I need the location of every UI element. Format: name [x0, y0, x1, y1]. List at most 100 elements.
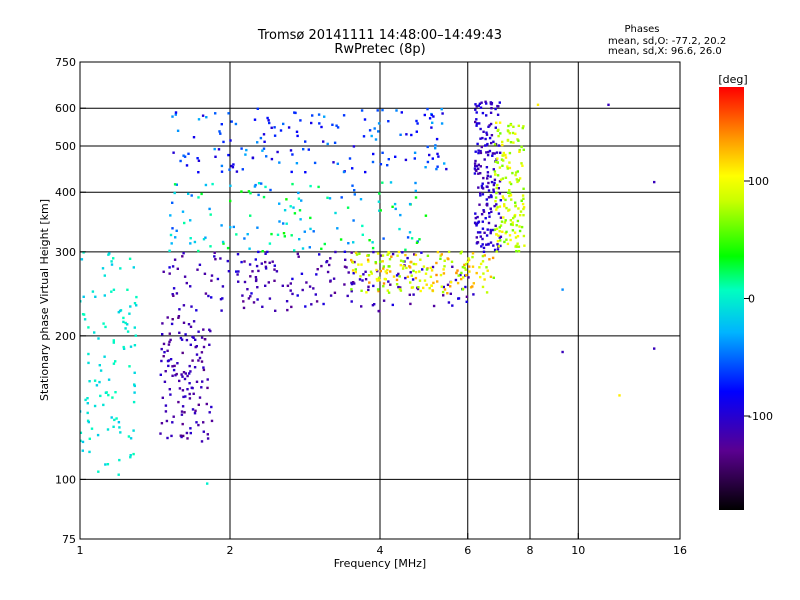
data-point [202, 328, 205, 331]
data-point [485, 133, 489, 136]
data-point [173, 183, 177, 186]
data-point [360, 305, 363, 308]
data-point [426, 254, 430, 257]
data-point [207, 294, 210, 298]
data-point [383, 277, 386, 281]
data-point [396, 254, 399, 257]
data-point [281, 284, 284, 287]
data-point [439, 273, 443, 277]
data-point [416, 240, 419, 243]
data-point [107, 378, 111, 381]
data-point [401, 251, 404, 254]
data-point [82, 251, 85, 254]
data-point [289, 289, 292, 292]
data-point [240, 260, 243, 264]
data-point [467, 257, 470, 260]
data-point [471, 265, 475, 268]
data-point [497, 187, 500, 190]
data-point [447, 301, 451, 304]
data-point [269, 188, 272, 192]
data-point [222, 242, 225, 245]
data-point [232, 225, 235, 229]
data-point [219, 298, 223, 301]
data-point [473, 162, 477, 165]
data-point [479, 194, 482, 197]
data-point [381, 108, 384, 112]
data-point [446, 257, 449, 260]
y-tick-label: 500 [55, 140, 76, 153]
data-point [174, 236, 177, 239]
data-point [520, 199, 523, 202]
data-point [450, 260, 454, 263]
data-point [264, 252, 267, 255]
data-point [440, 285, 443, 288]
data-point [296, 294, 299, 297]
data-point [278, 202, 281, 205]
data-point [479, 262, 483, 266]
data-point [424, 166, 427, 169]
data-point [197, 330, 200, 333]
data-point [490, 210, 493, 213]
data-point [132, 452, 135, 456]
data-point [254, 183, 257, 187]
data-point [455, 271, 458, 275]
data-point [506, 165, 509, 168]
data-point [447, 250, 451, 254]
data-point [497, 134, 500, 138]
data-point [173, 364, 176, 368]
data-point [521, 126, 524, 130]
data-point [382, 282, 386, 285]
data-point [240, 147, 243, 150]
data-point [285, 300, 289, 303]
data-point [501, 177, 505, 180]
data-point [489, 228, 492, 232]
x-tick-label: 4 [377, 544, 384, 557]
data-point [418, 279, 422, 282]
data-point [126, 330, 130, 333]
data-point [476, 231, 480, 234]
data-point [520, 162, 523, 165]
data-point [208, 343, 211, 346]
data-point [382, 285, 385, 288]
data-point [289, 205, 292, 208]
data-point [489, 207, 492, 210]
data-point [494, 107, 497, 111]
data-point [166, 436, 169, 440]
data-point [498, 236, 501, 239]
data-point [475, 164, 479, 168]
data-point [99, 369, 103, 372]
data-point [420, 251, 423, 254]
data-point [520, 145, 523, 149]
data-point [289, 282, 292, 285]
data-point [405, 133, 408, 136]
data-point [290, 170, 293, 174]
data-point [516, 235, 520, 238]
data-point [481, 193, 485, 196]
data-point [368, 281, 371, 284]
data-point [168, 249, 171, 252]
data-point [177, 400, 180, 404]
data-point [261, 305, 264, 308]
data-point [189, 242, 192, 245]
data-point [192, 336, 195, 339]
data-point [482, 176, 485, 180]
data-point [409, 281, 412, 284]
data-point [446, 292, 449, 295]
data-point [484, 144, 487, 147]
data-point [432, 304, 436, 308]
data-point [504, 153, 507, 157]
data-point [395, 278, 399, 282]
grid [80, 62, 680, 539]
data-point [182, 371, 186, 374]
data-point [481, 136, 484, 140]
data-point [251, 156, 255, 159]
data-point [443, 162, 446, 165]
data-point [197, 196, 200, 199]
data-point [112, 362, 116, 365]
data-point [372, 152, 375, 156]
data-point [430, 126, 433, 129]
data-point [492, 183, 496, 187]
data-point [202, 366, 205, 369]
data-point [449, 292, 452, 295]
data-point [335, 124, 338, 127]
